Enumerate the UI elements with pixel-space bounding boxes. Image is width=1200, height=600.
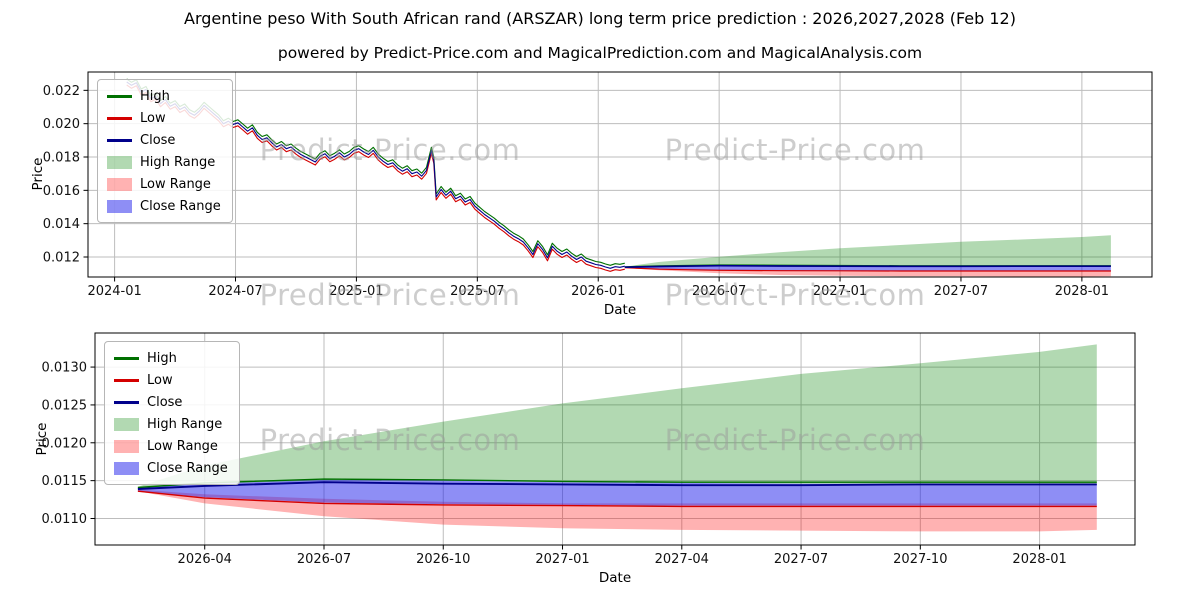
svg-text:2025-07: 2025-07 (450, 284, 504, 299)
svg-text:2028-01: 2028-01 (1012, 552, 1066, 567)
page-title: Argentine peso With South African rand (… (184, 9, 1016, 28)
legend-label: Low Range (140, 176, 211, 192)
y-axis-label-bottom: Price (34, 422, 50, 456)
svg-text:2026-07: 2026-07 (297, 552, 351, 567)
legend-item-high: High (114, 348, 228, 368)
svg-text:2026-01: 2026-01 (571, 284, 625, 299)
legend-patch-swatch (107, 155, 132, 169)
svg-text:2026-04: 2026-04 (178, 552, 232, 567)
svg-text:0.020: 0.020 (43, 117, 80, 132)
legend-patch-swatch (107, 199, 132, 213)
legend-label: Close (140, 132, 176, 148)
legend-label: High (140, 88, 170, 104)
legend-line-swatch (114, 400, 139, 404)
legend-label: Close Range (147, 460, 228, 476)
legend-item-close: Close (114, 392, 228, 412)
svg-text:0.0130: 0.0130 (42, 361, 88, 376)
legend-patch-swatch (114, 461, 139, 475)
svg-text:0.018: 0.018 (43, 151, 80, 166)
svg-text:2027-10: 2027-10 (893, 552, 947, 567)
svg-text:2027-07: 2027-07 (934, 284, 988, 299)
legend-item-close-range: Close Range (107, 196, 221, 216)
svg-text:0.022: 0.022 (43, 84, 80, 99)
legend-patch-swatch (107, 177, 132, 191)
svg-text:0.012: 0.012 (43, 251, 80, 266)
svg-text:2026-07: 2026-07 (692, 284, 746, 299)
legend-patch-swatch (114, 417, 139, 431)
svg-text:2027-01: 2027-01 (813, 284, 867, 299)
legend-label: High (147, 350, 177, 366)
legend-line-swatch (107, 116, 132, 120)
svg-text:2027-07: 2027-07 (774, 552, 828, 567)
overview-price-chart: 2024-01 2024-07 2025-01 2025-07 2026-01 2026-… (43, 71, 1153, 299)
svg-text:0.0110: 0.0110 (42, 512, 88, 527)
legend-item-low: Low (114, 370, 228, 390)
svg-text:2027-04: 2027-04 (655, 552, 709, 567)
svg-text:2028-01: 2028-01 (1055, 284, 1109, 299)
legend-top: High Low Close High Range Low Range Close Ran… (97, 79, 233, 223)
legend-line-swatch (107, 138, 132, 142)
legend-item-close: Close (107, 130, 221, 150)
svg-text:2027-01: 2027-01 (535, 552, 589, 567)
x-axis-label-top: Date (603, 302, 637, 318)
page-subtitle: powered by Predict-Price.com and Magical… (277, 44, 923, 62)
legend-item-low-range: Low Range (114, 436, 228, 456)
svg-text:0.016: 0.016 (43, 184, 80, 199)
y-axis-label-top: Price (30, 157, 46, 191)
svg-text:0.0115: 0.0115 (42, 474, 88, 489)
legend-line-swatch (107, 94, 132, 98)
svg-text:2026-10: 2026-10 (416, 552, 470, 567)
legend-label: Low (140, 110, 166, 126)
legend-bottom: High Low Close High Range Low Range Close Ran… (104, 341, 240, 485)
legend-label: Close (147, 394, 183, 410)
legend-label: Close Range (140, 198, 221, 214)
legend-label: Low (147, 372, 173, 388)
legend-label: High Range (147, 416, 223, 432)
svg-text:2024-01: 2024-01 (87, 284, 141, 299)
prediction-detail-chart: 2026-04 2026-07 2026-10 2027-01 2027-04 2027-… (42, 332, 1136, 567)
legend-label: Low Range (147, 438, 218, 454)
svg-text:2025-01: 2025-01 (329, 284, 383, 299)
legend-item-high: High (107, 86, 221, 106)
svg-text:2024-07: 2024-07 (208, 284, 262, 299)
legend-item-low: Low (107, 108, 221, 128)
legend-patch-swatch (114, 439, 139, 453)
x-axis-label-bottom: Date (598, 570, 632, 586)
legend-item-low-range: Low Range (107, 174, 221, 194)
legend-line-swatch (114, 356, 139, 360)
legend-label: High Range (140, 154, 216, 170)
svg-text:0.0120: 0.0120 (42, 436, 88, 451)
legend-item-high-range: High Range (114, 414, 228, 434)
svg-text:0.0125: 0.0125 (42, 398, 88, 413)
legend-item-high-range: High Range (107, 152, 221, 172)
legend-item-close-range: Close Range (114, 458, 228, 478)
legend-line-swatch (114, 378, 139, 382)
svg-text:0.014: 0.014 (43, 217, 80, 232)
